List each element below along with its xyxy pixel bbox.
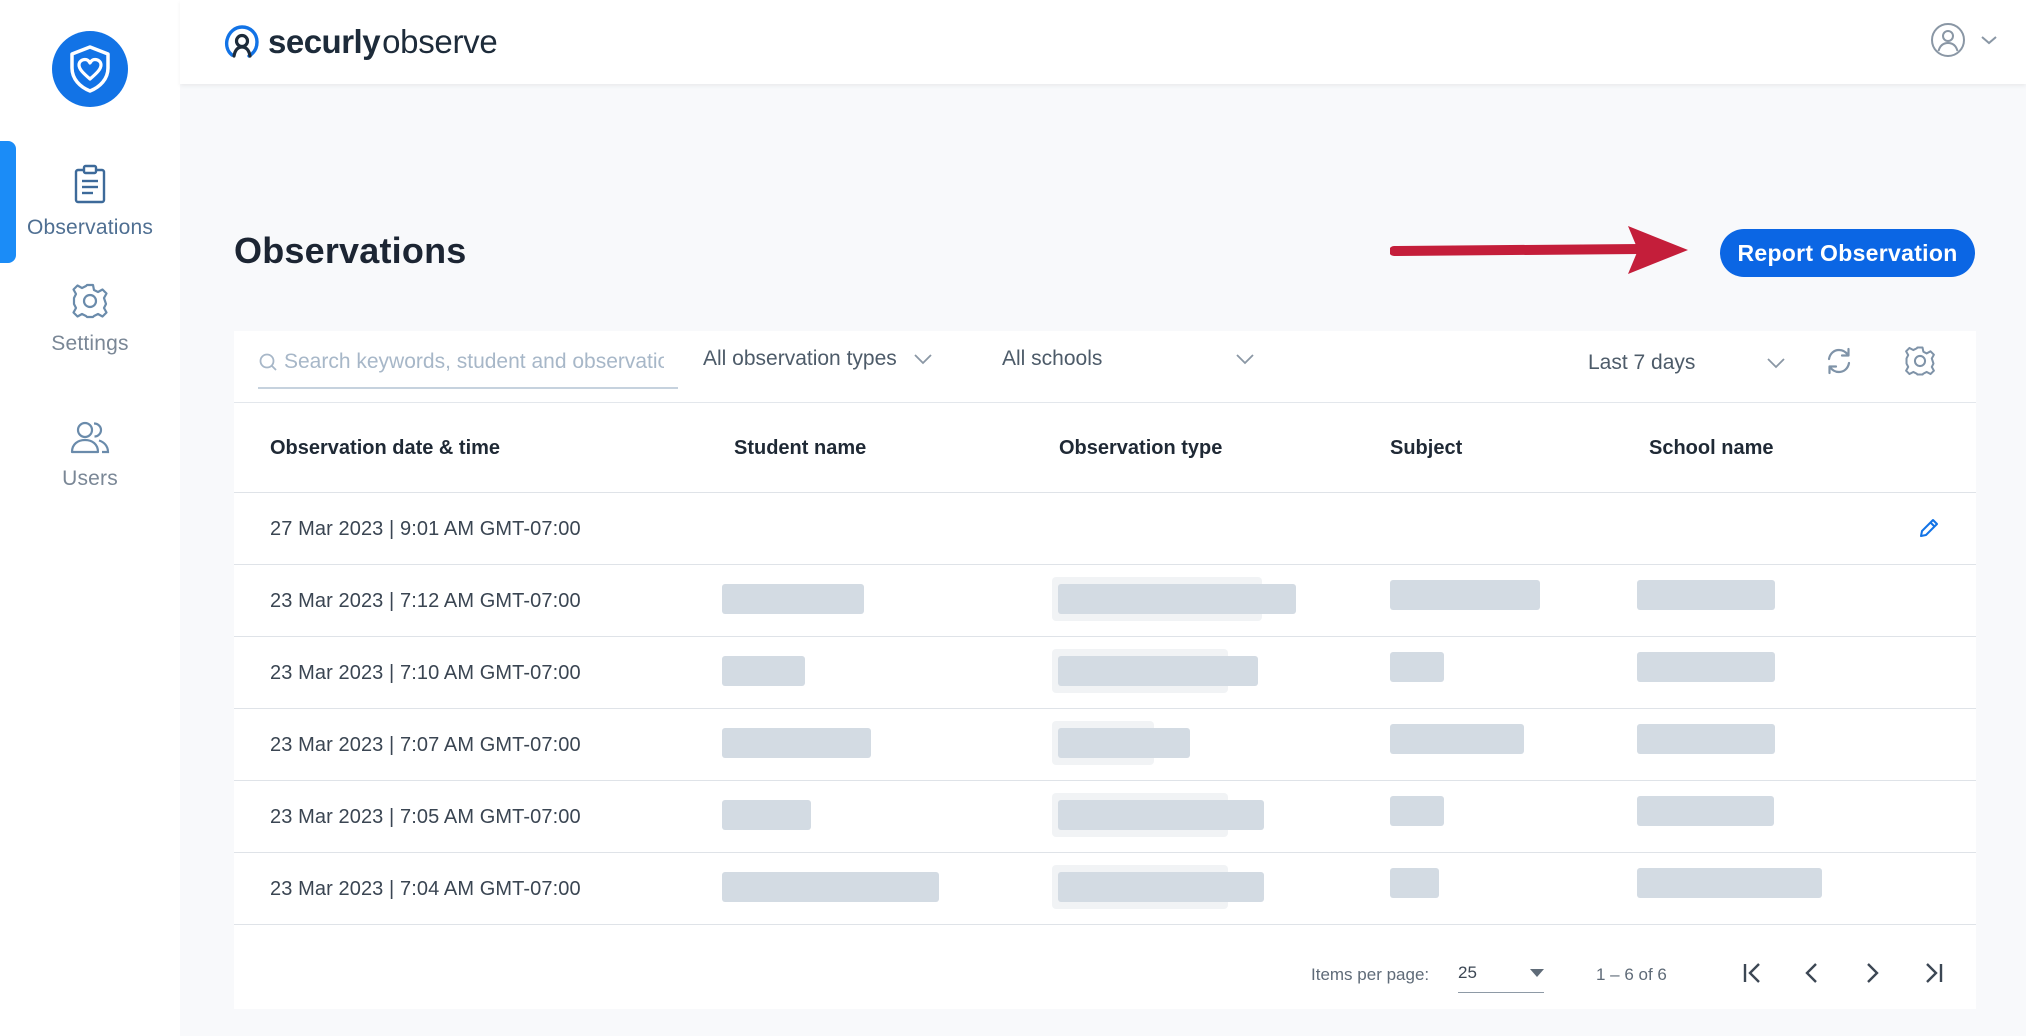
observation-type-dropdown[interactable]: All observation types: [703, 347, 933, 371]
date-range-value: Last 7 days: [1588, 351, 1696, 374]
pagination-range: 1 – 6 of 6: [1596, 965, 1667, 984]
user-menu[interactable]: [1930, 22, 1998, 58]
active-indicator: [0, 141, 16, 263]
next-page-button[interactable]: [1858, 959, 1886, 992]
pencil-icon: [1920, 519, 1938, 537]
row-date: 27 Mar 2023 | 9:01 AM GMT-07:00: [270, 517, 581, 540]
chevron-down-icon: [1236, 354, 1254, 365]
redacted-observation-type: [1058, 800, 1264, 830]
sidebar-item-label: Users: [62, 467, 118, 490]
redacted-observation-type: [1058, 872, 1264, 902]
redacted-subject: [1390, 580, 1540, 610]
first-page-button[interactable]: [1740, 959, 1768, 992]
column-header-subject[interactable]: Subject: [1390, 436, 1463, 459]
brand-name-light: observe: [382, 23, 498, 60]
search-field[interactable]: [258, 337, 678, 389]
redacted-subject: [1390, 724, 1524, 754]
table-row[interactable]: 23 Mar 2023 | 7:07 AM GMT-07:00: [234, 709, 1976, 781]
column-header-date[interactable]: Observation date & time: [270, 436, 501, 459]
table-row[interactable]: 23 Mar 2023 | 7:12 AM GMT-07:00: [234, 565, 1976, 637]
sidebar-item-label: Settings: [51, 332, 129, 355]
clipboard-icon: [73, 164, 107, 204]
observation-type-value: All observation types: [703, 347, 897, 370]
column-header-student[interactable]: Student name: [734, 436, 867, 459]
row-date: 23 Mar 2023 | 7:10 AM GMT-07:00: [270, 661, 581, 684]
report-observation-button[interactable]: Report Observation: [1720, 229, 1975, 277]
redacted-subject: [1390, 796, 1444, 826]
top-bar: securly observe: [180, 0, 2026, 84]
date-range-dropdown[interactable]: Last 7 days: [1588, 351, 1786, 375]
table-row[interactable]: 23 Mar 2023 | 7:10 AM GMT-07:00: [234, 637, 1976, 709]
app-logo[interactable]: [52, 31, 128, 107]
chevron-left-icon: [1805, 963, 1817, 983]
items-per-page-value: 25: [1458, 962, 1477, 982]
table-header: Observation date & time Student name Obs…: [234, 403, 1976, 493]
caret-down-icon: [1530, 968, 1544, 977]
chevron-down-icon: [914, 354, 932, 365]
chevron-down-icon: [1767, 358, 1785, 369]
redacted-subject: [1390, 868, 1439, 898]
last-page-button[interactable]: [1918, 959, 1946, 992]
chevron-down-icon: [1981, 36, 1997, 45]
row-date: 23 Mar 2023 | 7:04 AM GMT-07:00: [270, 877, 581, 900]
redacted-school-name: [1637, 868, 1822, 898]
gear-icon: [1905, 346, 1935, 376]
redacted-school-name: [1637, 796, 1774, 826]
first-page-icon: [1743, 963, 1760, 983]
refresh-icon: [1827, 347, 1851, 375]
table-row[interactable]: 23 Mar 2023 | 7:05 AM GMT-07:00: [234, 781, 1976, 853]
redacted-school-name: [1637, 724, 1775, 754]
items-per-page-label: Items per page:: [1311, 965, 1430, 984]
table-row[interactable]: 23 Mar 2023 | 7:04 AM GMT-07:00: [234, 853, 1976, 925]
page-title: Observations: [234, 230, 467, 271]
redacted-observation-type: [1058, 656, 1258, 686]
previous-page-button[interactable]: [1798, 959, 1826, 992]
school-value: All schools: [1002, 347, 1103, 370]
sidebar-item-users[interactable]: Users: [0, 394, 180, 516]
last-page-icon: [1926, 963, 1943, 983]
sidebar-item-observations[interactable]: Observations: [0, 141, 180, 263]
edit-button[interactable]: [1918, 517, 1940, 544]
redacted-school-name: [1637, 580, 1775, 610]
gear-icon: [71, 282, 109, 320]
redacted-observation-type: [1058, 584, 1296, 614]
row-date: 23 Mar 2023 | 7:05 AM GMT-07:00: [270, 805, 581, 828]
brand-name-bold: securly: [268, 23, 381, 60]
column-header-school[interactable]: School name: [1649, 436, 1774, 459]
chevron-right-icon: [1867, 963, 1879, 983]
filter-toolbar: All observation types All schools Last 7…: [234, 331, 1976, 403]
items-per-page-select[interactable]: 25: [1458, 953, 1544, 993]
redacted-observation-type: [1058, 728, 1190, 758]
search-input[interactable]: [284, 350, 664, 374]
sidebar-item-settings[interactable]: Settings: [0, 258, 180, 380]
annotation-arrow-icon: [1390, 226, 1688, 274]
redacted-subject: [1390, 652, 1444, 682]
redacted-student-name: [722, 872, 939, 902]
shield-heart-icon: [70, 45, 110, 93]
securly-logo-icon: [224, 25, 259, 58]
avatar-icon: [1931, 23, 1965, 57]
table-row[interactable]: 27 Mar 2023 | 9:01 AM GMT-07:00: [234, 493, 1976, 565]
sidebar: Observations Settings Users: [0, 0, 180, 1036]
sidebar-item-label: Observations: [26, 216, 154, 239]
row-date: 23 Mar 2023 | 7:12 AM GMT-07:00: [270, 589, 581, 612]
redacted-student-name: [722, 656, 805, 686]
school-dropdown[interactable]: All schools: [1002, 347, 1490, 371]
row-date: 23 Mar 2023 | 7:07 AM GMT-07:00: [270, 733, 581, 756]
search-icon: [259, 353, 277, 371]
redacted-student-name: [722, 584, 864, 614]
redacted-student-name: [722, 728, 871, 758]
users-icon: [70, 419, 110, 455]
brand-logo[interactable]: securly observe: [224, 20, 498, 64]
refresh-button[interactable]: [1823, 345, 1855, 382]
table-settings-button[interactable]: [1904, 345, 1936, 382]
pagination: Items per page: 25 1 – 6 of 6: [234, 941, 1976, 1009]
observations-table-card: All observation types All schools Last 7…: [234, 331, 1976, 1009]
redacted-school-name: [1637, 652, 1775, 682]
column-header-type[interactable]: Observation type: [1059, 436, 1223, 459]
redacted-student-name: [722, 800, 811, 830]
